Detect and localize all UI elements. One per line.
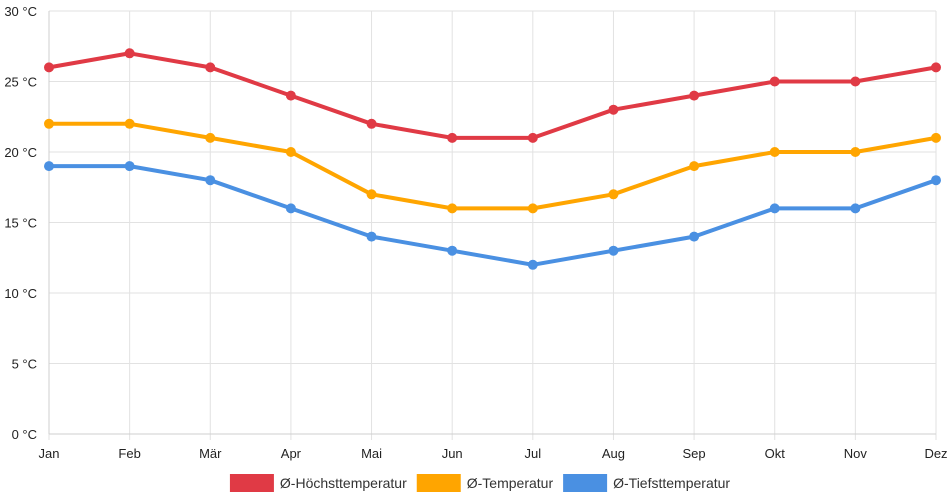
x-tick-label: Apr [281,446,302,461]
grid-layer [48,10,937,440]
series-line [47,51,938,140]
data-point[interactable] [285,203,296,214]
series-3 [44,161,941,270]
y-tick-label: 15 °C [4,216,37,231]
data-point[interactable] [689,90,700,101]
x-tick-label: Nov [844,446,868,461]
series-2 [44,118,941,214]
data-point[interactable] [205,175,216,186]
y-tick-label: 0 °C [12,427,37,442]
x-tick-label: Jun [442,446,463,461]
y-tick-label: 5 °C [12,357,37,372]
x-tick-label: Mai [361,446,382,461]
data-point[interactable] [527,132,538,143]
data-point[interactable] [931,132,941,143]
data-point[interactable] [44,118,54,129]
data-point[interactable] [850,76,861,87]
data-point[interactable] [769,147,780,157]
data-point[interactable] [689,231,700,242]
series-layer [44,48,941,270]
data-point[interactable] [608,245,619,256]
x-tick-label: Dez [924,446,947,461]
series-1 [44,48,941,143]
x-tick-label: Jan [39,446,60,461]
data-point[interactable] [124,48,135,59]
data-point[interactable] [527,259,538,270]
legend-label: Ø-Höchsttemperatur [280,475,407,491]
x-tick-label: Mär [199,446,222,461]
legend-swatch [229,474,274,492]
data-point[interactable] [689,161,700,172]
y-tick-label: 20 °C [4,145,37,160]
data-point[interactable] [608,104,619,115]
data-point[interactable] [769,203,780,214]
legend-swatch [416,474,461,492]
data-point[interactable] [44,161,54,172]
x-tick-label: Aug [602,446,625,461]
x-tick-label: Sep [683,446,706,461]
data-point[interactable] [124,161,135,172]
data-point[interactable] [205,132,216,143]
data-point[interactable] [931,62,941,73]
axis-layer: 0 °C 5 °C 10 °C 15 °C 20 °C 25 °C 30 °C Jan Feb M… [4,4,947,461]
data-point[interactable] [769,76,780,87]
data-point[interactable] [850,147,861,157]
y-tick-label: 25 °C [4,75,37,90]
legend-label: Ø-Temperatur [467,475,554,491]
data-point[interactable] [366,189,377,200]
y-tick-label: 10 °C [4,286,37,301]
series-line [47,121,938,211]
data-point[interactable] [205,62,216,73]
data-point[interactable] [124,118,135,129]
data-point[interactable] [608,189,619,200]
data-point[interactable] [285,147,296,157]
data-point[interactable] [527,203,538,214]
y-tick-label: 30 °C [4,4,37,19]
data-point[interactable] [850,203,861,214]
data-point[interactable] [285,90,296,101]
legend-item-3[interactable]: Ø-Tiefsttemperatur [563,474,730,492]
x-tick-label: Jul [525,446,542,461]
series-line [47,164,938,267]
data-point[interactable] [44,62,54,73]
data-point[interactable] [366,231,377,242]
legend-item-2[interactable]: Ø-Temperatur [416,474,554,492]
data-point[interactable] [931,175,941,186]
x-tick-label: Okt [765,446,786,461]
data-point[interactable] [447,203,458,214]
legend-label: Ø-Tiefsttemperatur [613,475,730,491]
data-point[interactable] [447,245,458,256]
data-point[interactable] [447,132,458,143]
x-tick-label: Feb [118,446,140,461]
data-point[interactable] [366,118,377,129]
legend-swatch [563,474,608,492]
legend-item-1[interactable]: Ø-Höchsttemperatur [229,474,407,492]
legend[interactable]: Ø-Höchsttemperatur Ø-Temperatur Ø-Tiefstte… [229,474,730,492]
